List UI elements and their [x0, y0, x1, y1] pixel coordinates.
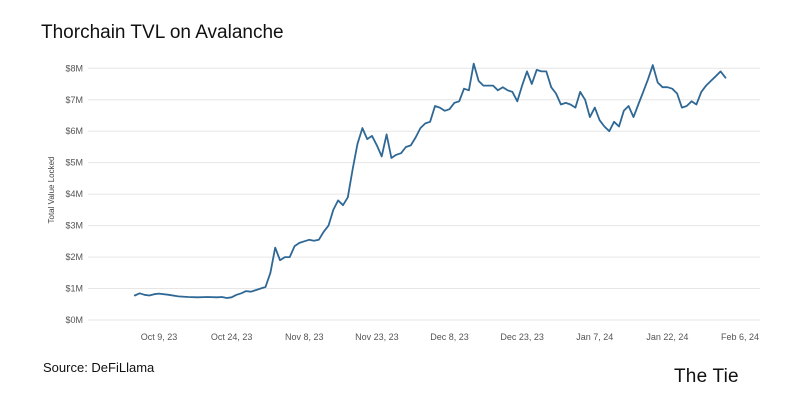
y-tick-label: $3M [65, 221, 83, 231]
y-axis-ticks: $0M $1M $2M $3M $4M $5M $6M $7M $8M [65, 63, 83, 325]
x-tick-label: Nov 8, 23 [285, 332, 324, 342]
brand-logo: The Tie [674, 366, 739, 387]
y-tick-label: $6M [65, 126, 83, 136]
x-tick-label: Oct 9, 23 [141, 332, 178, 342]
x-tick-label: Jan 7, 24 [576, 332, 613, 342]
tvl-series-line [133, 62, 727, 299]
source-note: Source: DeFiLlama [43, 360, 155, 375]
x-tick-label: Jan 22, 24 [646, 332, 688, 342]
y-tick-label: $8M [65, 63, 83, 73]
chart-title: Thorchain TVL on Avalanche [41, 22, 284, 43]
y-tick-label: $5M [65, 158, 83, 168]
x-tick-label: Dec 8, 23 [430, 332, 469, 342]
y-axis-label: Total Value Locked [47, 156, 56, 223]
y-tick-label: $7M [65, 95, 83, 105]
x-tick-label: Nov 23, 23 [355, 332, 399, 342]
x-tick-label: Oct 24, 23 [211, 332, 253, 342]
y-tick-label: $1M [65, 284, 83, 294]
x-axis-ticks: Oct 9, 23 Oct 24, 23 Nov 8, 23 Nov 23, 23 De… [141, 332, 759, 342]
y-tick-label: $0M [65, 315, 83, 325]
y-tick-label: $2M [65, 252, 83, 262]
x-tick-label: Dec 23, 23 [500, 332, 544, 342]
y-tick-label: $4M [65, 189, 83, 199]
x-tick-label: Feb 6, 24 [721, 332, 759, 342]
gridlines [88, 67, 760, 321]
